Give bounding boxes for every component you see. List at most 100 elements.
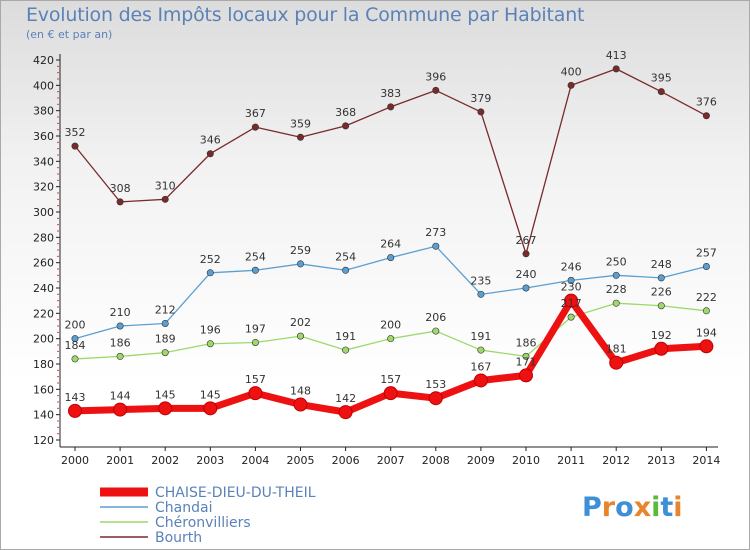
- data-point: [342, 266, 350, 274]
- data-point: [432, 242, 440, 250]
- data-label: 148: [290, 385, 311, 398]
- data-point: [387, 103, 395, 111]
- data-point: [657, 88, 665, 96]
- data-label: 192: [651, 329, 672, 342]
- legend-label: Chéronvilliers: [155, 515, 251, 531]
- y-tick-label: 360: [33, 130, 54, 143]
- data-point: [161, 349, 169, 357]
- data-label: 197: [245, 322, 266, 335]
- x-tick-label: 2011: [557, 454, 585, 467]
- data-label: 210: [110, 306, 131, 319]
- data-label: 200: [65, 319, 86, 332]
- data-point: [116, 198, 124, 206]
- data-point: [116, 322, 124, 330]
- x-tick-label: 2013: [647, 454, 675, 467]
- data-point: [342, 122, 350, 130]
- y-tick-label: 140: [33, 409, 54, 422]
- data-point: [387, 254, 395, 262]
- data-point: [296, 332, 304, 340]
- data-point: [71, 335, 79, 343]
- data-label: 142: [335, 392, 356, 405]
- data-point: [161, 319, 169, 327]
- y-tick-label: 120: [33, 434, 54, 447]
- data-label: 383: [380, 87, 401, 100]
- data-label: 254: [335, 250, 356, 263]
- data-label: 194: [696, 326, 717, 339]
- data-label: 145: [155, 388, 176, 401]
- data-label: 264: [380, 238, 401, 251]
- data-label: 228: [606, 283, 627, 296]
- data-point: [251, 266, 259, 274]
- x-tick-label: 2008: [422, 454, 450, 467]
- data-label: 143: [65, 391, 86, 404]
- data-point: [296, 133, 304, 141]
- y-tick-label: 180: [33, 358, 54, 371]
- x-tick-label: 2000: [61, 454, 89, 467]
- data-label: 191: [470, 330, 491, 343]
- data-label: 186: [110, 336, 131, 349]
- data-label: 226: [651, 286, 672, 299]
- data-point: [654, 341, 669, 356]
- data-point: [477, 108, 485, 116]
- brand-letter: P: [582, 492, 602, 523]
- data-point: [71, 142, 79, 150]
- data-point: [657, 302, 665, 310]
- data-point: [206, 340, 214, 348]
- x-tick-label: 2005: [287, 454, 315, 467]
- data-label: 167: [470, 360, 491, 373]
- data-point: [519, 368, 533, 383]
- y-tick-label: 340: [33, 155, 54, 168]
- data-point: [477, 346, 485, 354]
- data-label: 252: [200, 253, 221, 266]
- data-point: [248, 386, 263, 401]
- data-point: [477, 290, 485, 298]
- brand-logo: Proxiti: [582, 492, 683, 523]
- data-label: 212: [155, 303, 176, 316]
- data-point: [338, 405, 353, 420]
- chart-subtitle: (en € et par an): [26, 28, 113, 41]
- data-label: 379: [470, 92, 491, 105]
- legend-label: Chandai: [155, 500, 212, 516]
- data-point: [702, 112, 710, 120]
- data-label: 145: [200, 388, 221, 401]
- data-label: 400: [561, 65, 582, 78]
- brand-letter: r: [602, 492, 616, 523]
- data-label: 368: [335, 106, 356, 119]
- data-label: 144: [110, 390, 131, 403]
- data-point: [251, 123, 259, 131]
- data-label: 413: [606, 49, 627, 62]
- chart-title: Evolution des Impôts locaux pour la Comm…: [26, 4, 585, 26]
- x-tick-label: 2006: [332, 454, 360, 467]
- x-tick-label: 2004: [241, 454, 269, 467]
- x-tick-label: 2012: [602, 454, 630, 467]
- data-label: 181: [606, 343, 627, 356]
- data-point: [293, 397, 308, 412]
- data-point: [68, 403, 82, 418]
- legend-label: Bourth: [155, 530, 202, 546]
- y-tick-label: 260: [33, 257, 54, 270]
- data-label: 235: [470, 274, 491, 287]
- data-point: [522, 352, 530, 360]
- data-label: 259: [290, 244, 311, 257]
- data-point: [699, 339, 714, 354]
- data-point: [567, 276, 575, 284]
- x-tick-label: 2003: [196, 454, 224, 467]
- data-point: [383, 386, 398, 401]
- brand-letter: o: [615, 492, 634, 523]
- x-tick-label: 2010: [512, 454, 540, 467]
- data-point: [564, 293, 579, 308]
- data-point: [567, 313, 575, 321]
- brand-letter: x: [634, 492, 651, 523]
- data-label: 367: [245, 107, 266, 120]
- x-tick-label: 2001: [106, 454, 134, 467]
- data-point: [203, 401, 218, 416]
- data-point: [206, 150, 214, 158]
- data-point: [657, 274, 665, 282]
- data-label: 273: [425, 226, 446, 239]
- data-point: [612, 271, 620, 279]
- data-point: [612, 299, 620, 307]
- data-label: 196: [200, 324, 221, 337]
- data-point: [612, 65, 620, 73]
- brand-letter: t: [660, 492, 673, 523]
- data-label: 395: [651, 72, 672, 85]
